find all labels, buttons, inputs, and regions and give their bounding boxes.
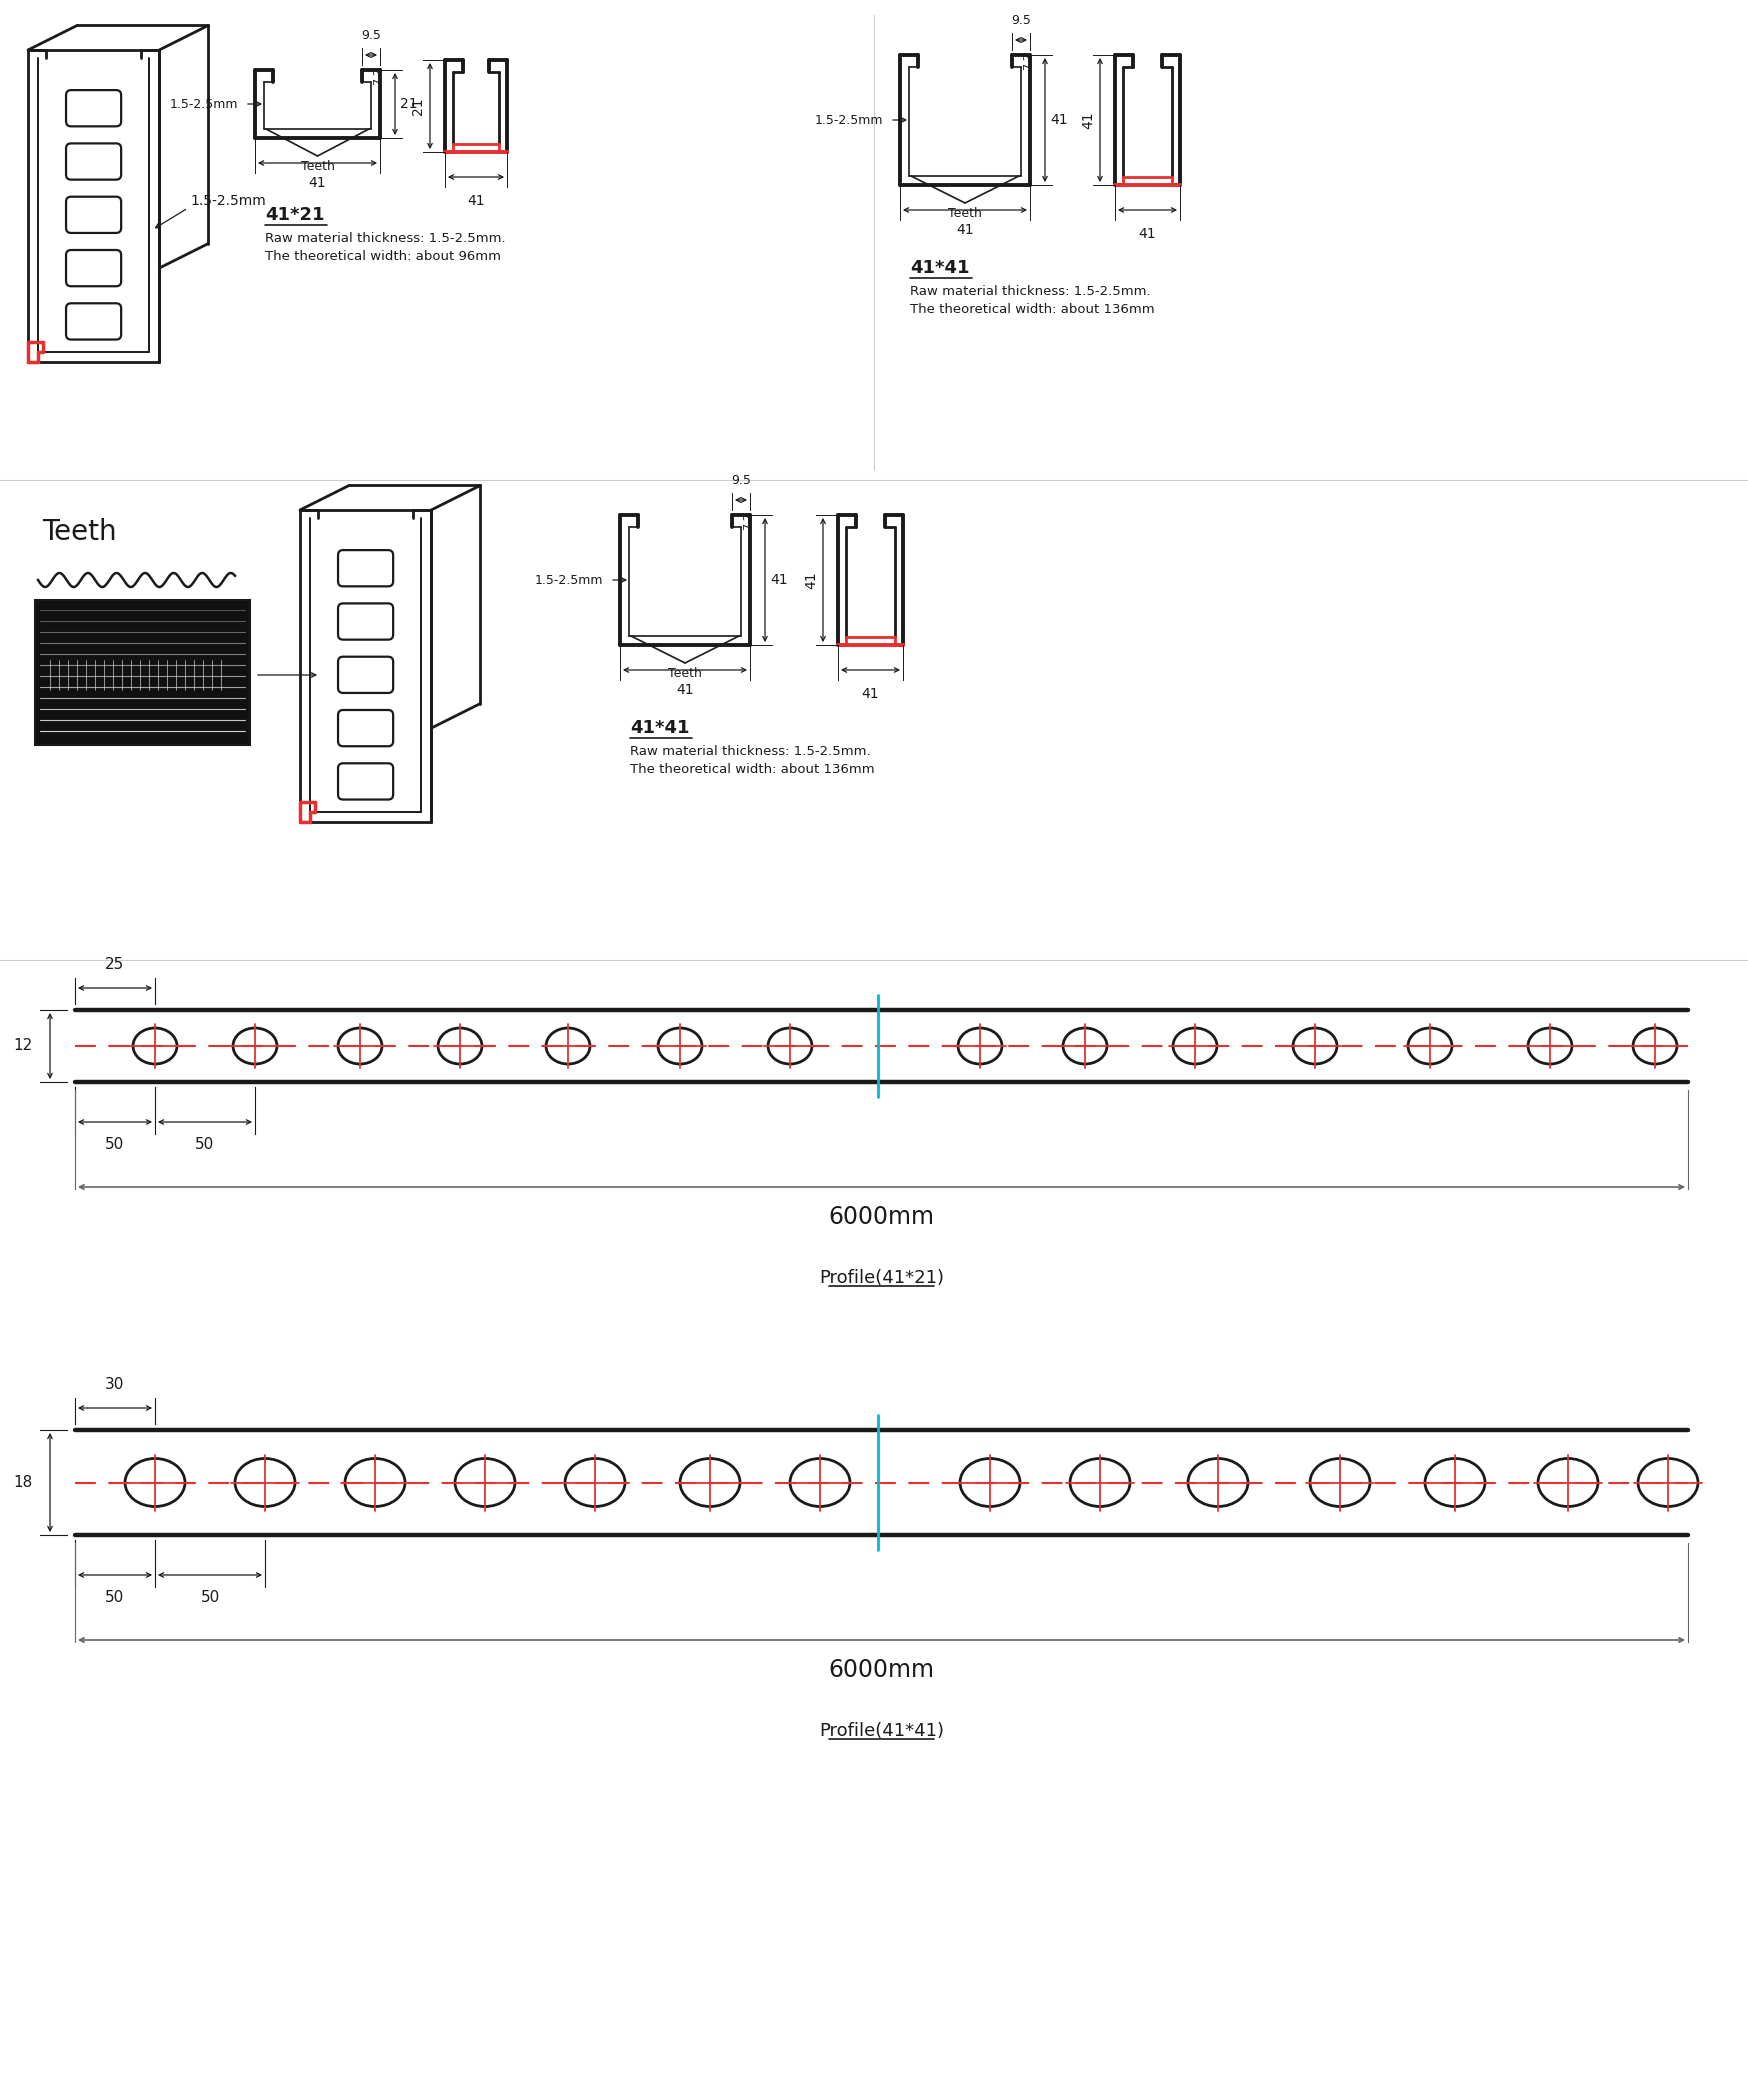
Text: 18: 18 (14, 1475, 33, 1490)
Text: 6000mm: 6000mm (829, 1659, 935, 1682)
Ellipse shape (960, 1458, 1021, 1506)
Text: 41: 41 (467, 195, 484, 207)
Text: Teeth: Teeth (947, 207, 982, 220)
Ellipse shape (1063, 1027, 1106, 1065)
Text: 7.2: 7.2 (743, 513, 753, 529)
Ellipse shape (1633, 1027, 1676, 1065)
Text: Profile(41*21): Profile(41*21) (820, 1270, 944, 1287)
FancyBboxPatch shape (66, 90, 121, 126)
Text: 41: 41 (1138, 228, 1157, 241)
Text: 1.5-2.5mm: 1.5-2.5mm (815, 113, 883, 126)
FancyBboxPatch shape (66, 251, 121, 287)
Text: 6000mm: 6000mm (829, 1205, 935, 1228)
Text: 50: 50 (196, 1136, 215, 1153)
Text: 1.5-2.5mm: 1.5-2.5mm (535, 573, 603, 586)
Text: Teeth: Teeth (668, 667, 703, 680)
FancyBboxPatch shape (337, 709, 393, 747)
Ellipse shape (1189, 1458, 1248, 1506)
Text: 41: 41 (309, 176, 327, 190)
Text: Teeth: Teeth (301, 159, 334, 174)
FancyBboxPatch shape (66, 197, 121, 232)
Text: 1.5-2.5mm: 1.5-2.5mm (170, 98, 238, 111)
Text: 21: 21 (400, 96, 418, 111)
Ellipse shape (337, 1027, 383, 1065)
Text: 21: 21 (411, 96, 425, 115)
Ellipse shape (1407, 1027, 1453, 1065)
Ellipse shape (680, 1458, 739, 1506)
Text: 30: 30 (105, 1377, 124, 1391)
Text: The theoretical width: about 96mm: The theoretical width: about 96mm (266, 251, 502, 264)
FancyBboxPatch shape (337, 550, 393, 586)
FancyBboxPatch shape (337, 657, 393, 692)
Text: 7.2: 7.2 (372, 67, 383, 86)
Text: 50: 50 (105, 1590, 124, 1605)
Text: 9.5: 9.5 (731, 475, 752, 487)
Text: 41: 41 (1051, 113, 1068, 128)
Text: 1.5-2.5mm: 1.5-2.5mm (191, 195, 266, 207)
Ellipse shape (767, 1027, 813, 1065)
Text: Raw material thickness: 1.5-2.5mm.: Raw material thickness: 1.5-2.5mm. (911, 285, 1150, 297)
Text: 7.2: 7.2 (1023, 52, 1033, 69)
Ellipse shape (1070, 1458, 1129, 1506)
Text: Profile(41*41): Profile(41*41) (820, 1722, 944, 1741)
Text: 9.5: 9.5 (362, 29, 381, 42)
Ellipse shape (344, 1458, 406, 1506)
Ellipse shape (454, 1458, 516, 1506)
Ellipse shape (1294, 1027, 1337, 1065)
Text: 41*41: 41*41 (911, 259, 970, 276)
FancyBboxPatch shape (66, 144, 121, 180)
FancyBboxPatch shape (66, 303, 121, 339)
Ellipse shape (1638, 1458, 1697, 1506)
Bar (35, 600, 250, 745)
Text: 41*41: 41*41 (629, 720, 689, 736)
Text: 41: 41 (676, 682, 694, 697)
FancyBboxPatch shape (337, 764, 393, 799)
Text: The theoretical width: about 136mm: The theoretical width: about 136mm (629, 764, 874, 776)
Ellipse shape (545, 1027, 591, 1065)
Text: The theoretical width: about 136mm: The theoretical width: about 136mm (911, 303, 1155, 316)
Text: Raw material thickness: 1.5-2.5mm.: Raw material thickness: 1.5-2.5mm. (266, 232, 505, 245)
Text: 9.5: 9.5 (1010, 15, 1031, 27)
Ellipse shape (1425, 1458, 1486, 1506)
Text: 41*21: 41*21 (266, 205, 325, 224)
Ellipse shape (133, 1027, 177, 1065)
Text: 41: 41 (956, 224, 974, 236)
Text: 41: 41 (804, 571, 818, 588)
Ellipse shape (234, 1458, 295, 1506)
Text: 41: 41 (862, 686, 879, 701)
Text: 41: 41 (771, 573, 788, 588)
Ellipse shape (565, 1458, 626, 1506)
Ellipse shape (958, 1027, 1002, 1065)
Ellipse shape (657, 1027, 703, 1065)
FancyBboxPatch shape (337, 602, 393, 640)
Text: 50: 50 (201, 1590, 220, 1605)
Text: 25: 25 (105, 956, 124, 973)
Text: 12: 12 (14, 1038, 33, 1054)
Ellipse shape (1173, 1027, 1217, 1065)
Text: Teeth: Teeth (42, 519, 117, 546)
Ellipse shape (790, 1458, 850, 1506)
Ellipse shape (1309, 1458, 1370, 1506)
Text: 41: 41 (1080, 111, 1094, 130)
Text: Raw material thickness: 1.5-2.5mm.: Raw material thickness: 1.5-2.5mm. (629, 745, 871, 757)
Ellipse shape (1538, 1458, 1598, 1506)
Ellipse shape (1528, 1027, 1571, 1065)
Ellipse shape (126, 1458, 185, 1506)
Text: 50: 50 (105, 1136, 124, 1153)
Ellipse shape (232, 1027, 276, 1065)
Ellipse shape (439, 1027, 482, 1065)
